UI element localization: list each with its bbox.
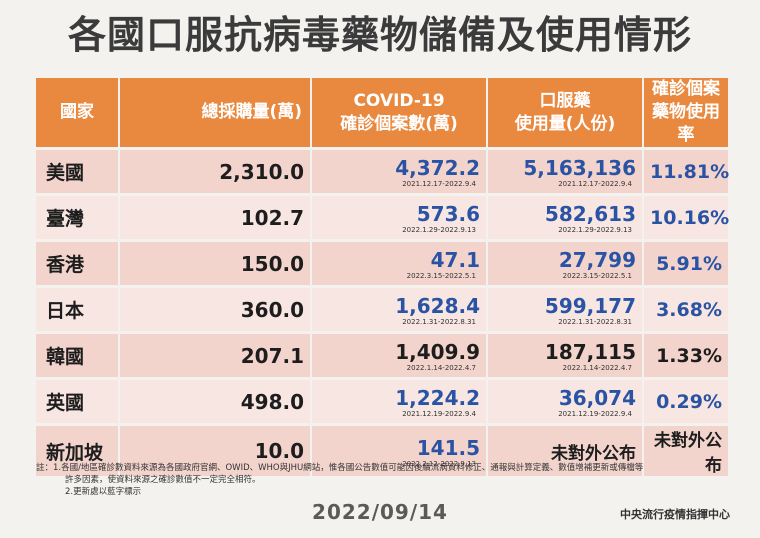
cell-country: 日本 (36, 285, 120, 331)
header-purchase: 總採購量(萬) (120, 78, 312, 147)
header-line-2: 藥物使用率 (652, 102, 720, 145)
cell-usage: 5,163,136 2021.12.17-2022.9.4 (488, 147, 644, 193)
header-usage: 口服藥 使用量(人份) (488, 78, 644, 147)
cases-value: 1,409.9 (395, 340, 480, 364)
usage-value: 36,074 (558, 386, 636, 410)
footnote-1-cont: 許多因素，使資料來源之確診數值不一定完全相符。 (65, 475, 261, 485)
cell-usage: 582,613 2022.1.29-2022.9.13 (488, 193, 644, 239)
usage-value: 582,613 (544, 202, 636, 226)
header-country: 國家 (36, 78, 120, 147)
cell-usage: 599,177 2022.1.31-2022.8.31 (488, 285, 644, 331)
cell-purchase: 10.0 (120, 423, 312, 476)
table-row: 韓國 207.1 1,409.9 2022.1.14-2022.4.7 187,115 2… (36, 331, 728, 377)
cell-cases: 1,224.2 2021.12.19-2022.9.4 (312, 377, 488, 423)
header-line-2: 使用量(人份) (514, 113, 616, 134)
data-table: 國家 總採購量(萬) COVID-19 確診個案數(萬) 口服藥 使用量(人份) 確… (36, 78, 729, 476)
cell-rate: 0.29% (644, 377, 728, 423)
usage-value: 27,799 (558, 248, 636, 272)
cases-date: 2021.12.17-2022.9.4 (402, 180, 476, 188)
cell-rate: 11.81% (644, 147, 729, 193)
cases-date: 2022.1.31-2022.8.31 (402, 318, 476, 326)
cell-cases: 1,628.4 2022.1.31-2022.8.31 (312, 285, 488, 331)
cell-usage: 未對外公布 (488, 423, 644, 476)
table-header-row: 國家 總採購量(萬) COVID-19 確診個案數(萬) 口服藥 使用量(人份) 確… (36, 78, 728, 147)
header-line-1: 確診個案 (652, 79, 720, 99)
cases-value: 573.6 (416, 202, 480, 226)
cell-rate: 1.33% (644, 331, 728, 377)
usage-date: 2022.1.29-2022.9.13 (558, 226, 632, 234)
cases-value: 1,224.2 (395, 386, 480, 410)
cases-value: 141.5 (416, 435, 480, 460)
page-title: 各國口服抗病毒藥物儲備及使用情形 (67, 13, 692, 57)
cell-rate: 3.68% (644, 285, 728, 331)
cases-date: 2022.3.15-2022.5.1 (406, 272, 476, 280)
footnote-1: 註：1.各國/地區確診數資料來源為各國政府官網、OWID、WHO與JHU網站，惟… (36, 463, 644, 473)
table-row: 美國 2,310.0 4,372.2 2021.12.17-2022.9.4 5,163… (36, 147, 729, 193)
cases-date: 2022.1.14-2022.4.7 (406, 364, 476, 372)
table-row: 臺灣 102.7 573.6 2022.1.29-2022.9.13 582,613 20… (36, 193, 729, 239)
cell-purchase: 207.1 (120, 331, 312, 377)
footer-date: 2022/09/14 (312, 500, 448, 524)
cell-cases: 573.6 2022.1.29-2022.9.13 (312, 193, 488, 239)
header-cases: COVID-19 確診個案數(萬) (312, 78, 488, 147)
cell-usage: 27,799 2022.3.15-2022.5.1 (488, 239, 644, 285)
header-line-2: 確診個案數(萬) (340, 113, 458, 134)
table-row: 英國 498.0 1,224.2 2021.12.19-2022.9.4 36,074 2… (36, 377, 728, 423)
cases-value: 1,628.4 (395, 294, 480, 318)
cell-cases: 1,409.9 2022.1.14-2022.4.7 (312, 331, 488, 377)
cell-usage: 187,115 2022.1.14-2022.4.7 (488, 331, 644, 377)
cell-cases: 141.5 2022.2.12-2022.9.13 (312, 423, 488, 476)
cases-date: 2021.12.19-2022.9.4 (402, 410, 476, 418)
cell-purchase: 150.0 (120, 239, 312, 285)
cell-country: 新加坡 (36, 423, 120, 476)
table-row: 日本 360.0 1,628.4 2022.1.31-2022.8.31 599,177… (36, 285, 728, 331)
table-row: 新加坡 10.0 141.5 2022.2.12-2022.9.13 未對外公布 未對外公… (36, 423, 728, 476)
usage-date: 2021.12.19-2022.9.4 (558, 410, 632, 418)
cell-purchase: 498.0 (120, 377, 312, 423)
usage-date: 2022.1.31-2022.8.31 (558, 318, 632, 326)
footnotes: 註：1.各國/地區確診數資料來源為各國政府官網、OWID、WHO與JHU網站，惟… (36, 462, 736, 498)
usage-value: 599,177 (544, 294, 636, 318)
cell-rate: 10.16% (644, 193, 729, 239)
cell-country: 香港 (36, 239, 120, 285)
cell-rate: 5.91% (644, 239, 728, 285)
cell-country: 臺灣 (36, 193, 120, 239)
cell-country: 美國 (36, 147, 120, 193)
usage-value: 187,115 (544, 340, 636, 364)
cell-rate: 未對外公布 (644, 423, 728, 476)
header-line-1: COVID-19 (353, 90, 445, 111)
usage-date: 2021.12.17-2022.9.4 (558, 180, 632, 188)
footnote-2: 2.更新處以藍字標示 (65, 487, 142, 497)
usage-date: 2022.1.14-2022.4.7 (562, 364, 632, 372)
usage-date: 2022.3.15-2022.5.1 (562, 272, 632, 280)
cases-date: 2022.2.12-2022.9.13 (402, 459, 476, 468)
cell-cases: 4,372.2 2021.12.17-2022.9.4 (312, 147, 488, 193)
cases-date: 2022.1.29-2022.9.13 (402, 226, 476, 234)
header-rate: 確診個案 藥物使用率 (644, 78, 728, 147)
cases-value: 4,372.2 (395, 156, 480, 180)
cell-purchase: 360.0 (120, 285, 312, 331)
header-line-1: 口服藥 (539, 90, 591, 111)
cell-country: 英國 (36, 377, 120, 423)
usage-value: 5,163,136 (523, 156, 636, 180)
cell-cases: 47.1 2022.3.15-2022.5.1 (312, 239, 488, 285)
cell-purchase: 102.7 (120, 193, 312, 239)
cell-purchase: 2,310.0 (120, 147, 312, 193)
cases-value: 47.1 (430, 248, 480, 272)
cell-country: 韓國 (36, 331, 120, 377)
cell-usage: 36,074 2021.12.19-2022.9.4 (488, 377, 644, 423)
source-label: 中央流行疫情指揮中心 (620, 508, 730, 521)
table-row: 香港 150.0 47.1 2022.3.15-2022.5.1 27,799 2022.… (36, 239, 728, 285)
